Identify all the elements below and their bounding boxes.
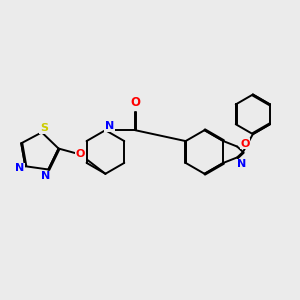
Text: O: O	[240, 139, 250, 148]
Text: N: N	[238, 159, 247, 170]
Text: S: S	[40, 123, 48, 134]
Text: O: O	[130, 96, 140, 109]
Text: N: N	[15, 163, 24, 173]
Text: N: N	[105, 121, 114, 131]
Text: O: O	[76, 149, 85, 160]
Text: N: N	[41, 171, 50, 182]
